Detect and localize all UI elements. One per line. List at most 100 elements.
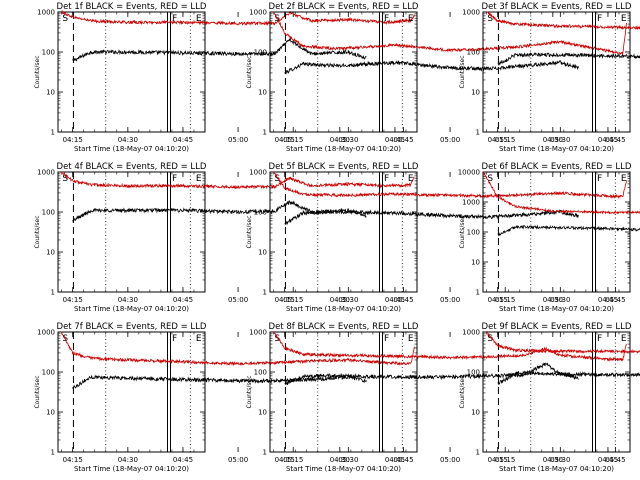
marker-label-e: E <box>196 334 202 344</box>
y-tick-label: 10000 <box>458 169 480 177</box>
x-tick-label: 05:45 <box>393 136 413 144</box>
x-tick-label: 05:30 <box>550 456 570 464</box>
plot-frame <box>57 171 206 293</box>
y-tick-label: 1000 <box>462 199 480 207</box>
x-tick-label: 04:45 <box>385 296 405 304</box>
x-tick-label: 05:30 <box>550 296 570 304</box>
lld-series-line <box>273 331 627 362</box>
marker-label-f: F <box>172 334 177 344</box>
x-tick-label: 04:30 <box>330 136 350 144</box>
x-tick-label: 05:00 <box>228 296 248 304</box>
marker-label-e: E <box>196 174 202 184</box>
y-tick-label: 1000 <box>462 329 480 337</box>
x-tick-label: 04:15 <box>488 136 508 144</box>
events-series-line <box>72 37 367 62</box>
x-tick-label: 04:15 <box>63 456 83 464</box>
events-series-line <box>284 209 579 226</box>
y-axis-label: Counts/sec <box>459 55 466 88</box>
y-tick-label: 10 <box>46 409 55 417</box>
x-tick-label: 05:45 <box>393 456 413 464</box>
panel-title: Det 3f BLACK = Events, RED = LLD <box>482 2 632 12</box>
y-tick-label: 100 <box>467 229 480 237</box>
y-tick-label: 1 <box>51 289 55 297</box>
x-tick-label: 04:15 <box>275 296 295 304</box>
panel-title: Det 7f BLACK = Events, RED = LLD <box>57 322 207 332</box>
y-tick-label: 100 <box>254 49 267 57</box>
x-tick-label: 05:00 <box>228 136 248 144</box>
marker-label-e: E <box>621 14 627 24</box>
y-tick-label: 1 <box>263 289 267 297</box>
x-tick-label: 05:30 <box>338 456 358 464</box>
x-tick-label: 04:30 <box>543 136 563 144</box>
chart-panel-5: Det 5f BLACK = Events, RED = LLD11010010… <box>246 162 627 313</box>
y-axis-label: Counts/sec <box>246 375 253 408</box>
x-tick-label: 04:45 <box>598 456 618 464</box>
x-tick-label: 05:30 <box>338 136 358 144</box>
marker-label-f: F <box>597 334 602 344</box>
lld-series-line <box>482 171 640 215</box>
x-axis-label: Start Time (18-May-07 04:10:20) <box>499 465 614 473</box>
x-tick-label: 04:15 <box>63 136 83 144</box>
x-tick-label: 04:15 <box>63 296 83 304</box>
x-tick-label: 04:15 <box>488 456 508 464</box>
x-tick-label: 05:30 <box>550 136 570 144</box>
marker-label-s: S <box>62 14 68 24</box>
panel-title: Det 1f BLACK = Events, RED = LLD <box>57 2 207 12</box>
lld-series-line <box>273 11 627 56</box>
x-tick-label: 04:30 <box>118 296 138 304</box>
y-tick-label: 10 <box>471 259 480 267</box>
plot-frame <box>57 331 206 453</box>
panel-title: Det 2f BLACK = Events, RED = LLD <box>269 2 419 12</box>
panel-title: Det 6f BLACK = Events, RED = LLD <box>482 162 632 172</box>
y-axis-label: Counts/sec <box>34 55 41 88</box>
x-tick-label: 04:30 <box>330 296 350 304</box>
y-axis-label: Counts/sec <box>246 215 253 248</box>
events-series-line <box>497 370 640 385</box>
events-series-line <box>284 60 579 75</box>
y-tick-label: 10 <box>471 409 480 417</box>
marker-label-e: E <box>196 14 202 24</box>
x-tick-label: 05:00 <box>440 136 460 144</box>
marker-label-f: F <box>384 174 389 184</box>
x-tick-label: 05:15 <box>283 456 303 464</box>
marker-label-e: E <box>408 14 414 24</box>
x-tick-label: 04:45 <box>385 456 405 464</box>
marker-label-s: S <box>487 334 493 344</box>
y-tick-label: 100 <box>254 369 267 377</box>
y-tick-label: 1 <box>263 449 267 457</box>
y-tick-label: 100 <box>42 209 55 217</box>
x-axis-label: Start Time (18-May-07 04:10:20) <box>286 145 401 153</box>
lld-series-line <box>61 331 415 367</box>
marker-label-e: E <box>621 174 627 184</box>
marker-label-e: E <box>408 174 414 184</box>
y-tick-label: 100 <box>42 49 55 57</box>
x-tick-label: 05:45 <box>605 136 625 144</box>
lld-series-line <box>486 11 640 31</box>
x-tick-label: 04:15 <box>275 456 295 464</box>
y-tick-label: 100 <box>467 49 480 57</box>
lld-series-line <box>273 171 627 200</box>
chart-panel-4: Det 4f BLACK = Events, RED = LLD11010010… <box>34 162 415 313</box>
y-axis-label: Counts/sec <box>459 215 466 248</box>
y-tick-label: 1 <box>51 449 55 457</box>
lld-series-line <box>61 171 415 190</box>
y-axis-label: Counts/sec <box>34 215 41 248</box>
y-tick-label: 10 <box>46 89 55 97</box>
marker-label-f: F <box>172 14 177 24</box>
plot-frame <box>482 11 631 133</box>
x-tick-label: 04:30 <box>330 456 350 464</box>
y-tick-label: 1000 <box>37 169 55 177</box>
plot-frame <box>269 11 418 133</box>
y-tick-label: 10 <box>471 89 480 97</box>
x-tick-label: 05:15 <box>495 456 515 464</box>
x-axis-label: Start Time (18-May-07 04:10:20) <box>499 145 614 153</box>
x-tick-label: 04:30 <box>118 136 138 144</box>
y-axis-label: Counts/sec <box>246 55 253 88</box>
marker-label-s: S <box>487 174 493 184</box>
chart-panel-7: Det 7f BLACK = Events, RED = LLD11010010… <box>34 322 415 473</box>
y-tick-label: 1000 <box>249 169 267 177</box>
chart-panel-8: Det 8f BLACK = Events, RED = LLD11010010… <box>246 322 627 473</box>
y-tick-label: 10 <box>46 249 55 257</box>
